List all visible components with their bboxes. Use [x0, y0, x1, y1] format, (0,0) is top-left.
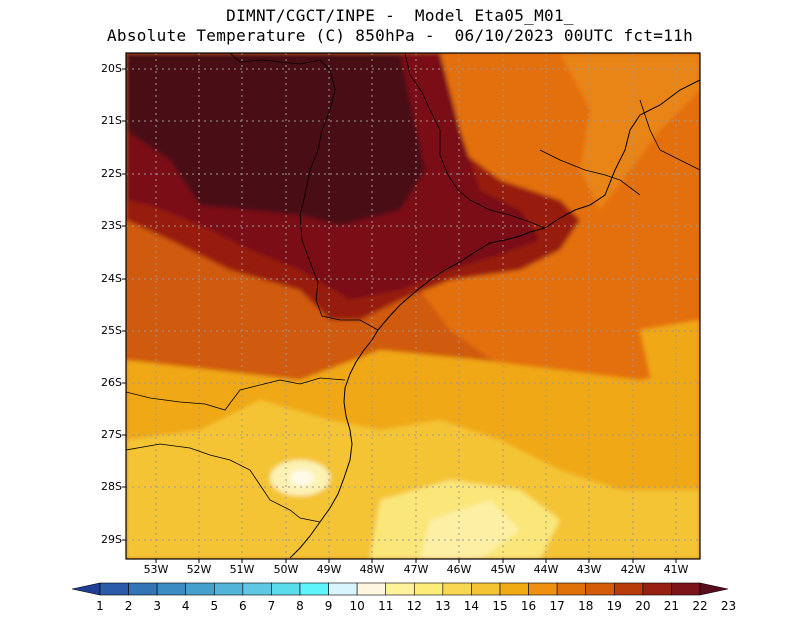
colorbar-label: 12 — [406, 599, 422, 613]
lat-label-28s: 28S — [101, 480, 122, 493]
colorbar-label: 10 — [349, 599, 365, 613]
colorbar-swatch — [328, 582, 358, 596]
colorbar-swatch — [471, 582, 501, 596]
colorbar-swatch — [671, 582, 701, 596]
colorbar-label: 16 — [520, 599, 537, 613]
coastline — [289, 79, 700, 559]
colorbar-label: 7 — [267, 599, 276, 613]
colorbar-swatch — [585, 582, 615, 596]
colorbar-label: 19 — [606, 599, 622, 613]
lon-label-53w: 53W — [143, 563, 169, 576]
colorbar-label: 1 — [96, 599, 104, 613]
colorbar-label: 3 — [153, 599, 161, 613]
colorbar-arrow-low — [71, 582, 101, 596]
lon-label-51w: 51W — [229, 563, 255, 576]
colorbar-swatch — [556, 582, 587, 596]
axis-ticks — [122, 68, 677, 563]
colorbar-swatch — [185, 582, 215, 596]
lon-label-50w: 50W — [273, 563, 299, 576]
colorbar-swatch — [385, 582, 415, 596]
colorbar-label: 13 — [435, 599, 451, 613]
colorbar-label: 18 — [578, 599, 594, 613]
colorbar-swatch — [99, 582, 129, 596]
colorbar-label: 17 — [549, 599, 565, 613]
map-title-line2: Absolute Temperature (C) 850hPa - 06/10/… — [106, 26, 694, 45]
colorbar-label: 15 — [492, 599, 508, 613]
colorbar-swatch — [356, 582, 387, 596]
lon-label-42w: 42W — [620, 563, 646, 576]
colorbar-swatch — [271, 582, 301, 596]
colorbar-swatch — [299, 582, 329, 596]
colorbar-swatch — [613, 582, 644, 596]
colorbar — [71, 582, 729, 596]
lon-label-45w: 45W — [490, 563, 516, 576]
graticule — [126, 53, 700, 559]
state-borders — [126, 53, 700, 523]
lon-label-41w: 41W — [663, 563, 689, 576]
field-offshore-pale2 — [420, 500, 520, 559]
field-hottest-core — [126, 53, 425, 225]
lat-label-24s: 24S — [101, 272, 122, 285]
colorbar-arrow-high — [699, 582, 729, 596]
colorbar-swatch — [528, 582, 558, 596]
lat-label-23s: 23S — [101, 219, 122, 232]
map-title-line1: DIMNT/CGCT/INPE - Model Eta05_M01_ — [226, 6, 574, 25]
colorbar-swatch — [413, 582, 444, 596]
colorbar-label: 22 — [692, 599, 708, 613]
lat-label-22s: 22S — [101, 167, 122, 180]
colorbar-swatch — [642, 582, 672, 596]
colorbar-swatch — [499, 582, 529, 596]
field-south-amber-east — [640, 320, 700, 430]
plot-frame — [125, 52, 701, 560]
lat-label-26s: 26S — [101, 376, 122, 389]
lon-label-43w: 43W — [576, 563, 602, 576]
lon-label-44w: 44W — [533, 563, 559, 576]
lat-label-25s: 25S — [101, 324, 122, 337]
colorbar-label: 21 — [663, 599, 680, 613]
lon-label-49w: 49W — [316, 563, 342, 576]
lat-label-29s: 29S — [101, 533, 122, 546]
colorbar-label: 8 — [296, 599, 304, 613]
lat-label-21s: 21S — [101, 114, 122, 127]
colorbar-swatch — [156, 582, 187, 596]
colorbar-label: 6 — [239, 599, 247, 613]
colorbar-label: 11 — [378, 599, 394, 613]
colorbar-label: 4 — [181, 599, 190, 613]
colorbar-swatch — [128, 582, 158, 596]
lon-label-48w: 48W — [359, 563, 385, 576]
lon-label-46w: 46W — [446, 563, 472, 576]
colorbar-label: 14 — [463, 599, 480, 613]
field-inland-white — [290, 470, 314, 486]
colorbar-label: 5 — [210, 599, 219, 613]
lon-label-52w: 52W — [186, 563, 212, 576]
field-southwest-orange — [126, 380, 240, 430]
colorbar-label: 2 — [124, 599, 133, 613]
lat-label-20s: 20S — [101, 62, 122, 75]
colorbar-swatch — [213, 582, 244, 596]
colorbar-label: 20 — [635, 599, 651, 613]
colorbar-label: 9 — [324, 599, 333, 613]
colorbar-swatches — [71, 582, 729, 596]
colorbar-swatch — [442, 582, 472, 596]
lat-label-27s: 27S — [101, 428, 122, 441]
lon-label-47w: 47W — [403, 563, 429, 576]
colorbar-label: 23 — [720, 599, 737, 613]
colorbar-swatch — [242, 582, 272, 596]
